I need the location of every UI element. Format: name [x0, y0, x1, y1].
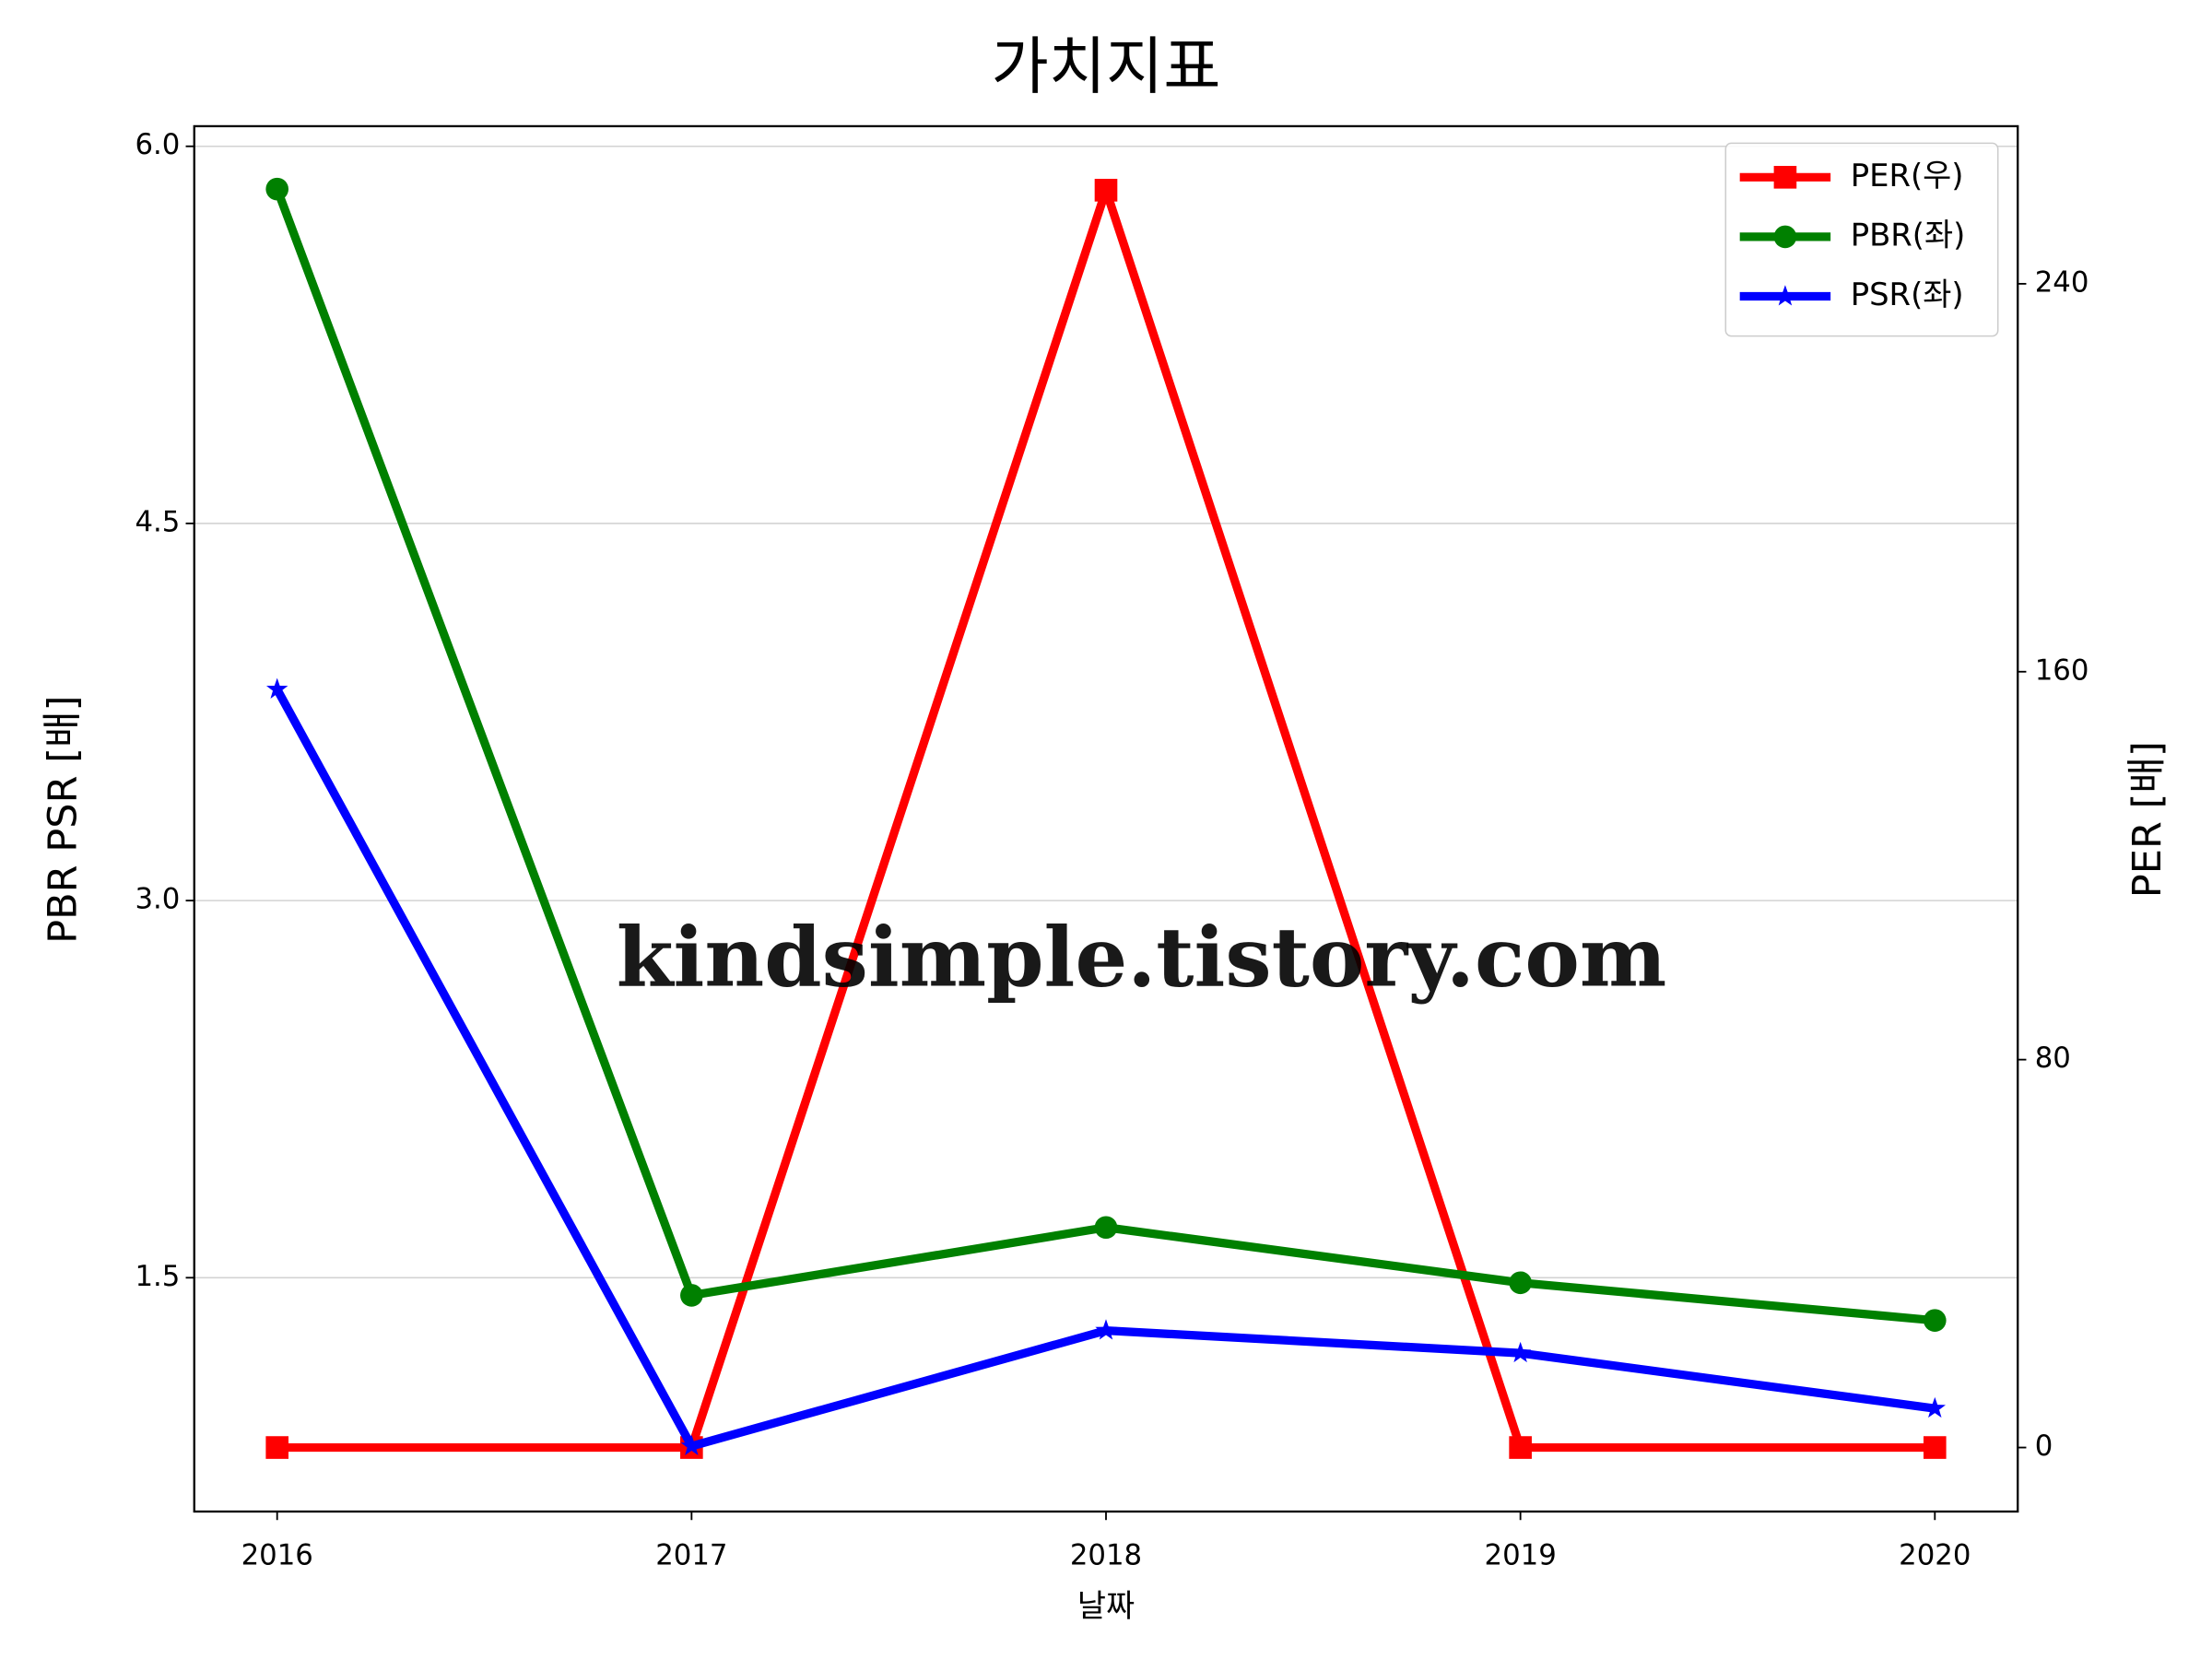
watermark: kindsimple.tistory.com — [617, 910, 1667, 1006]
y-axis-label: PBR PSR [배] — [40, 696, 86, 944]
marker — [1773, 225, 1797, 249]
y2-tick-label: 160 — [2035, 653, 2089, 687]
marker — [265, 1436, 289, 1459]
axes-frame — [193, 124, 2019, 1513]
y-tick-label: 6.0 — [135, 128, 180, 161]
marker — [1773, 166, 1797, 189]
marker — [1094, 1216, 1118, 1240]
y-tick-label: 1.5 — [135, 1260, 180, 1293]
marker — [1774, 285, 1796, 306]
marker — [680, 1434, 703, 1456]
marker — [1923, 1309, 1947, 1332]
y2-tick-label: 80 — [2035, 1041, 2071, 1075]
marker — [1923, 1436, 1947, 1459]
legend: PER(우) PBR(좌) PSR(좌) — [1724, 142, 1999, 337]
chart-title: 가치지표 — [991, 29, 1220, 102]
y2-tick-label: 240 — [2035, 265, 2089, 299]
legend-label: PSR(좌) — [1851, 276, 1964, 312]
marker — [265, 177, 289, 201]
x-axis-label: 날짜 — [1077, 1588, 1135, 1624]
marker — [1094, 179, 1118, 202]
legend-box — [1724, 142, 1999, 337]
x-tick-label: 2018 — [1070, 1539, 1142, 1572]
y-tick-label: 4.5 — [135, 505, 180, 538]
x-tick-label: 2017 — [655, 1539, 727, 1572]
marker — [1924, 1396, 1946, 1418]
legend-label: PBR(좌) — [1851, 217, 1966, 253]
x-tick-label: 2016 — [241, 1539, 313, 1572]
y2-axis-label: PER [배] — [2124, 741, 2171, 898]
marker — [1095, 1319, 1117, 1340]
marker — [680, 1284, 703, 1307]
y2-tick-label: 0 — [2035, 1430, 2053, 1463]
marker — [266, 677, 288, 699]
series — [265, 179, 1947, 1459]
marker — [1509, 1436, 1532, 1459]
y-tick-label: 3.0 — [135, 883, 180, 916]
series — [266, 677, 1946, 1456]
x-tick-label: 2020 — [1899, 1539, 1971, 1572]
marker — [1509, 1271, 1532, 1295]
marker — [1509, 1341, 1532, 1363]
series — [265, 177, 1947, 1332]
legend-label: PER(우) — [1851, 158, 1964, 194]
x-tick-label: 2019 — [1485, 1539, 1557, 1572]
